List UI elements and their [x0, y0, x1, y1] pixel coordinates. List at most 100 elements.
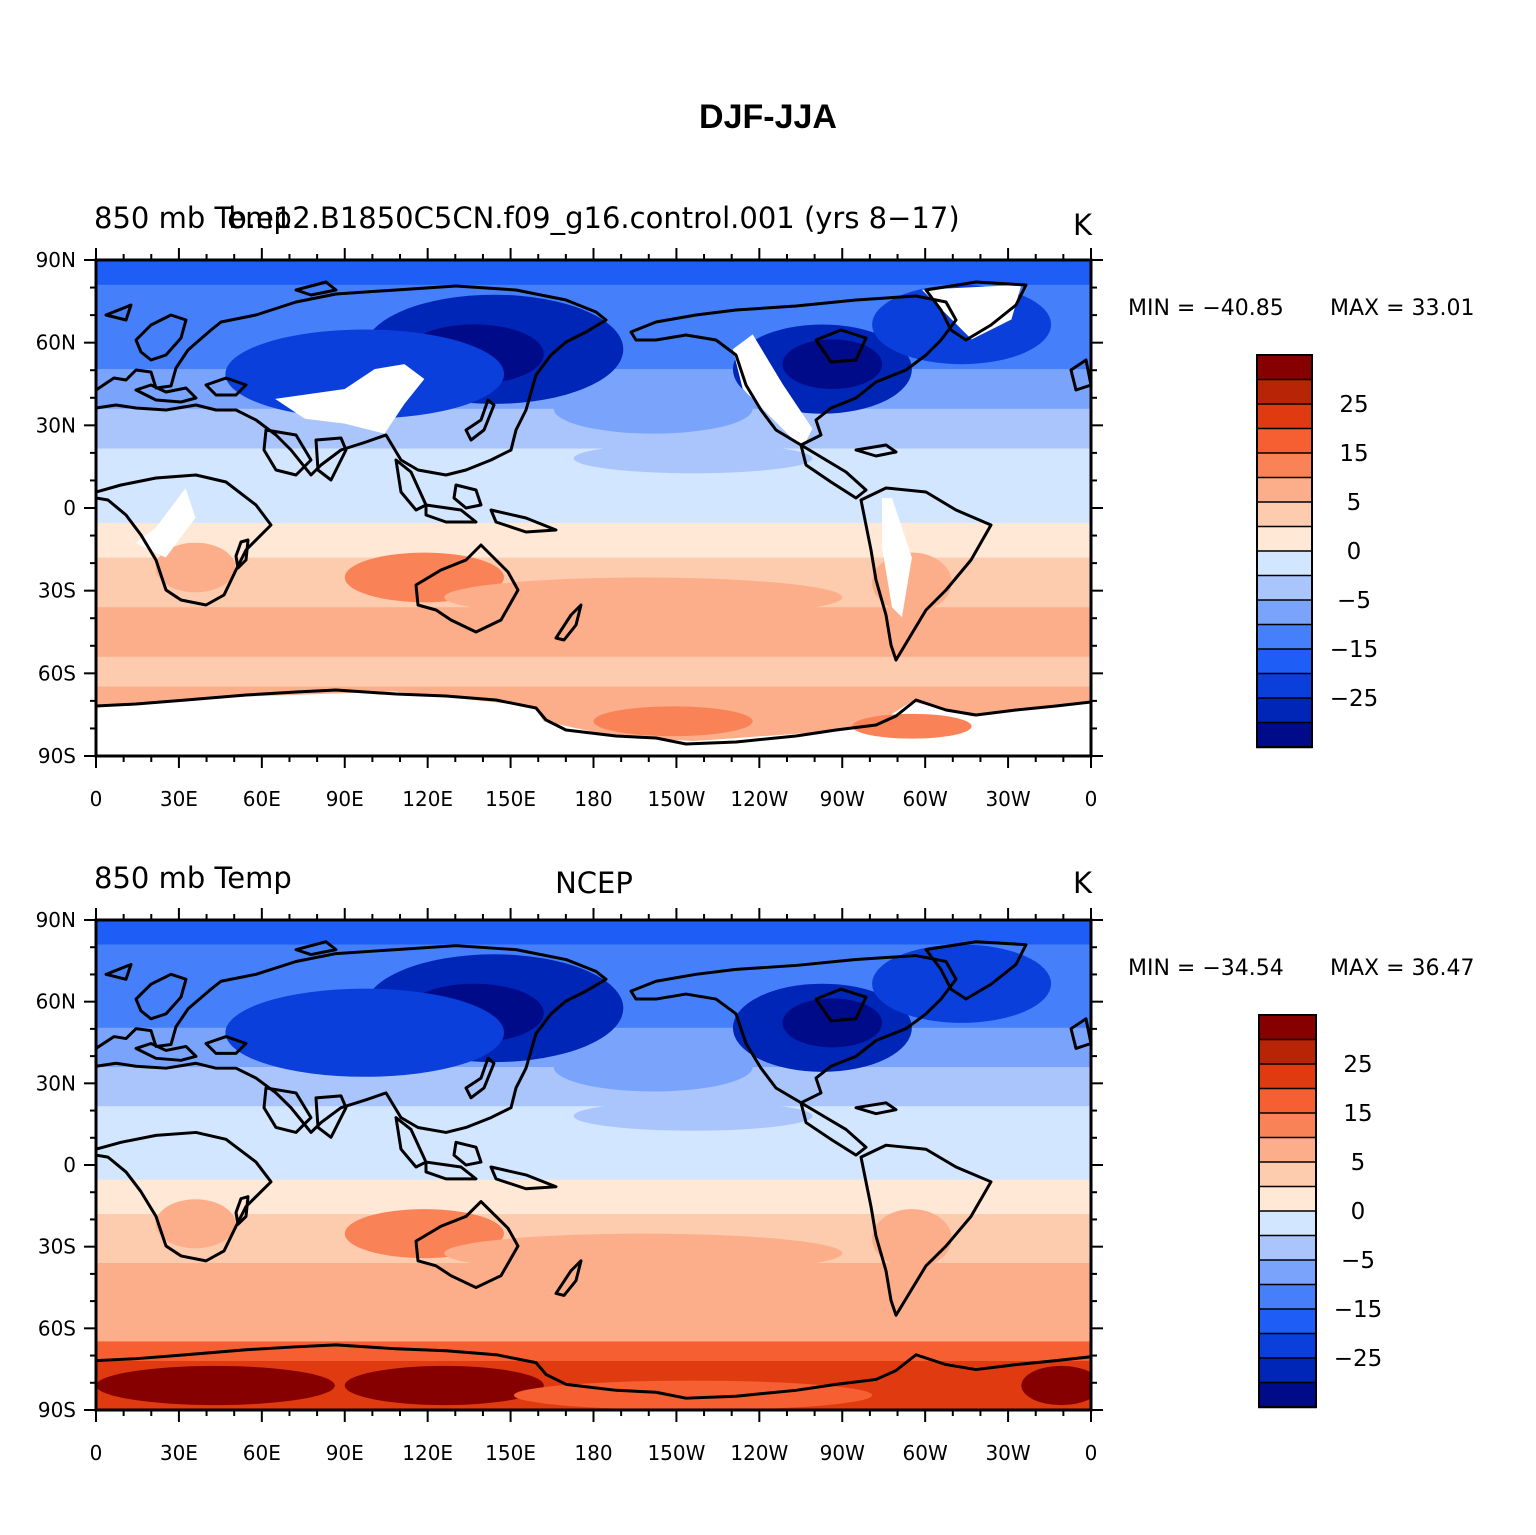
x-tick-label: 60W [903, 787, 948, 811]
panel-2-temperature-field [96, 920, 1091, 1410]
colorbar-box [1258, 1308, 1317, 1335]
x-tick-label: 30E [160, 787, 198, 811]
y-tick-label: 30S [38, 1235, 76, 1259]
colorbar-label: 0 [1347, 539, 1362, 565]
temperature-band [96, 488, 1091, 524]
y-tick-label: 90S [38, 744, 76, 768]
missing-data-region [96, 691, 1091, 756]
colorbar-label: 0 [1351, 1199, 1366, 1225]
x-tick-label: 30E [160, 1441, 198, 1465]
panel-1-map [96, 260, 1091, 756]
y-tick-label: 60N [36, 331, 76, 355]
y-tick-label: 90S [38, 1398, 76, 1422]
panel-1-axes: 0 30E 60E 90E 120E 150E 180 150W 120W 90W 60W 30W 09… [36, 248, 1103, 811]
panel-ncep: 850 mb Temp NCEP K 0 30E 60E 90E 120E 150E 180… [36, 861, 1475, 1465]
colorbar-box [1258, 1014, 1317, 1041]
colorbar-label: 25 [1343, 1052, 1372, 1078]
colorbar-box [1256, 403, 1313, 430]
panel-2-colorbar: 25 15 5 0 −5 −15 −25 [1258, 1014, 1383, 1409]
y-tick-label: 0 [63, 496, 76, 520]
y-tick-label: 30S [38, 579, 76, 603]
panel-1-center-label: b.e12.B1850C5CN.f09_g16.control.001 (yrs… [228, 201, 959, 235]
panel-2-left-label: 850 mb Temp [94, 861, 292, 895]
temperature-contour [444, 577, 843, 618]
temperature-contour [593, 706, 753, 737]
panel-model: 850 mb Temp b.e12.B1850C5CN.f09_g16.cont… [36, 201, 1475, 811]
colorbar-box [1258, 1136, 1317, 1164]
colorbar-box [1258, 1210, 1317, 1237]
x-tick-label: 120W [730, 1441, 788, 1465]
colorbar-box [1256, 599, 1313, 626]
x-tick-label: 60E [243, 1441, 281, 1465]
x-tick-label: 90E [326, 787, 364, 811]
colorbar-label: 15 [1343, 1101, 1372, 1127]
colorbar-frame [1256, 354, 1313, 748]
x-tick-label: 90W [820, 1441, 865, 1465]
colorbar-box [1258, 1357, 1317, 1384]
colorbar-label: −5 [1341, 1248, 1375, 1274]
missing-data-region [882, 498, 912, 618]
y-tick-label: 90N [36, 908, 76, 932]
colorbar-box [1258, 1063, 1317, 1090]
panel-2-map [96, 920, 1091, 1410]
x-tick-label: 120E [402, 1441, 453, 1465]
panel-1-left-label: 850 mb Temp [94, 201, 292, 235]
missing-data-region [921, 284, 1022, 340]
x-tick-label: 60W [903, 1441, 948, 1465]
colorbar-box [1258, 1087, 1317, 1115]
y-tick-label: 90N [36, 248, 76, 272]
y-tick-label: 30N [36, 413, 76, 437]
y-tick-label: 30N [36, 1071, 76, 1095]
colorbar-box [1256, 378, 1313, 406]
temperature-contour [872, 1209, 952, 1268]
colorbar-box [1258, 1381, 1317, 1409]
missing-data-region [732, 334, 813, 449]
colorbar-label: −25 [1330, 686, 1379, 712]
colorbar-box [1256, 427, 1313, 455]
colorbar-label: −25 [1334, 1346, 1383, 1372]
x-tick-label: 120E [402, 787, 453, 811]
temperature-contour [1021, 1365, 1091, 1406]
colorbar-box [1258, 1332, 1317, 1360]
colorbar-box [1256, 354, 1313, 381]
x-tick-label: 0 [90, 1441, 103, 1465]
x-tick-label: 150E [485, 787, 536, 811]
colorbar-label: 5 [1347, 490, 1362, 516]
y-tick-label: 0 [63, 1153, 76, 1177]
temperature-contour [553, 384, 753, 434]
panel-1-temperature-field [96, 260, 1091, 756]
x-tick-label: 150W [647, 787, 705, 811]
colorbar-label: −15 [1330, 637, 1379, 663]
panel-2-units-label: K [1073, 866, 1093, 900]
panel-1-colorbar: 25 15 5 0 −5 −15 −25 [1256, 354, 1379, 749]
temperature-contour [155, 542, 236, 593]
colorbar-box [1256, 648, 1313, 675]
colorbar-frame [1258, 1014, 1317, 1408]
colorbar-box [1256, 550, 1313, 577]
temperature-contour [225, 988, 504, 1077]
temperature-band [96, 260, 1091, 286]
colorbar-box [1256, 574, 1313, 602]
temperature-band [96, 522, 1091, 559]
temperature-contour [573, 443, 813, 474]
temperature-contour [344, 1365, 544, 1406]
colorbar-box [1258, 1259, 1317, 1286]
colorbar-box [1256, 672, 1313, 700]
temperature-contour [782, 339, 883, 389]
colorbar-box [1258, 1185, 1317, 1213]
temperature-contour [155, 1199, 236, 1249]
panel-1-max: MAX = 33.01 [1330, 296, 1475, 321]
y-tick-label: 60S [38, 1316, 76, 1340]
x-tick-label: 150E [485, 1441, 536, 1465]
x-tick-label: 0 [90, 787, 103, 811]
colorbar-box [1256, 623, 1313, 651]
panel-2-min: MIN = −34.54 [1128, 956, 1284, 981]
panel-2-max: MAX = 36.47 [1330, 956, 1475, 981]
x-tick-label: 0 [1085, 1441, 1098, 1465]
temperature-band [96, 920, 1091, 946]
colorbar-box [1258, 1161, 1317, 1188]
x-tick-label: 30W [985, 787, 1030, 811]
x-tick-label: 0 [1085, 787, 1098, 811]
temperature-band [96, 656, 1091, 688]
